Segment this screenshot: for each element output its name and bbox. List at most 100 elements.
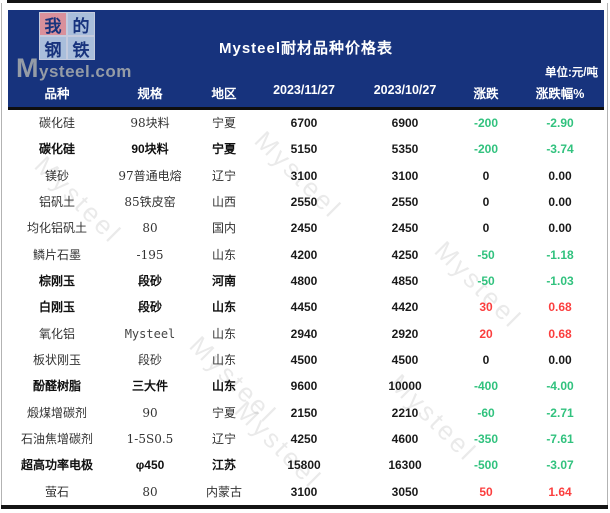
cell-spec: Mysteel: [124, 326, 176, 341]
mysteel-logo: 我的钢铁 Mysteel.com: [16, 13, 132, 84]
logo-site-text: Mysteel.com: [16, 53, 132, 83]
left-border-line: [1, 3, 2, 505]
cell-spec: 段砂: [137, 300, 162, 315]
cell-change: -50: [477, 274, 495, 289]
unit-label: 单位:元/吨: [544, 67, 598, 79]
cell-change: 0: [482, 195, 490, 210]
column-header: 涨跌: [473, 87, 499, 101]
cell-change: 50: [479, 484, 493, 499]
top-border-line: [7, 0, 601, 3]
cell-change: 20: [479, 326, 493, 341]
cell-variety: 板状刚玉: [32, 353, 81, 368]
cell-change-pct: -3.74: [546, 142, 574, 157]
logo-character-tiles: 我的钢铁: [40, 13, 132, 61]
cell-change-pct: -1.03: [546, 274, 574, 289]
cell-price-old: 3050: [391, 484, 419, 499]
cell-spec: 98块料: [130, 116, 170, 131]
cell-change-pct: -4.00: [546, 379, 574, 394]
cell-price-new: 6700: [290, 116, 318, 131]
cell-region: 宁夏: [211, 116, 236, 131]
column-header: 涨跌幅%: [535, 87, 585, 101]
cell-region: 山东: [211, 247, 236, 262]
cell-spec: -195: [136, 247, 164, 262]
table-row: 超高功率电极 φ450 江苏 15800 16300 -500 -3.07: [8, 452, 604, 478]
cell-spec: 三大件: [131, 379, 168, 394]
cell-price-old: 4420: [391, 300, 419, 315]
cell-variety: 酚醛树脂: [32, 379, 81, 394]
cell-variety: 碳化硅: [38, 116, 75, 131]
table-row: 棕刚玉 段砂 河南 4800 4850 -50 -1.03: [8, 268, 604, 294]
cell-variety: 超高功率电极: [20, 458, 93, 473]
bottom-border-line: [1, 505, 608, 509]
table-row: 铝矾土 85铁皮窑 山西 2550 2550 0 0.00: [8, 189, 604, 215]
cell-price-old: 4250: [391, 247, 419, 262]
cell-change-pct: -3.07: [546, 458, 574, 473]
cell-change: -200: [473, 142, 499, 157]
logo-tile: 铁: [68, 37, 94, 61]
cell-spec: 80: [142, 221, 158, 236]
cell-spec: φ450: [135, 458, 165, 473]
cell-spec: 90: [142, 405, 158, 420]
table-row: 酚醛树脂 三大件 山东 9600 10000 -400 -4.00: [8, 373, 604, 399]
cell-region: 江苏: [211, 458, 236, 473]
cell-change: -400: [473, 379, 499, 394]
right-border-line: [607, 3, 608, 505]
cell-variety: 镁砂: [44, 168, 69, 183]
cell-spec: 85铁皮窑: [124, 195, 176, 210]
cell-variety: 石油焦增碳剂: [20, 432, 93, 447]
cell-variety: 均化铝矾土: [26, 221, 87, 236]
cell-price-old: 2920: [391, 326, 419, 341]
table-row: 鳞片石墨 -195 山东 4200 4250 -50 -1.18: [8, 242, 604, 268]
cell-change: -350: [473, 432, 499, 447]
cell-change-pct: 0.00: [548, 221, 572, 236]
cell-variety: 铝矾土: [38, 195, 75, 210]
table-row: 碳化硅 90块料 宁夏 5150 5350 -200 -3.74: [8, 136, 604, 162]
cell-price-new: 5150: [290, 142, 318, 157]
cell-spec: 90块料: [131, 142, 169, 157]
cell-region: 山东: [211, 300, 236, 315]
page-title: Mysteel耐材品种价格表: [218, 40, 394, 57]
logo-tile: 我: [40, 13, 66, 37]
cell-change: -200: [473, 116, 499, 131]
cell-price-old: 5350: [391, 142, 419, 157]
cell-price-new: 9600: [290, 379, 318, 394]
cell-price-new: 2940: [290, 326, 318, 341]
cell-change-pct: -2.90: [546, 116, 574, 131]
cell-spec: 段砂: [137, 274, 162, 289]
cell-price-new: 4200: [290, 247, 318, 262]
cell-price-new: 2150: [290, 405, 318, 420]
cell-price-new: 4250: [290, 432, 318, 447]
cell-price-old: 4600: [391, 432, 419, 447]
cell-spec: 1-5S0.5: [126, 432, 174, 447]
cell-region: 辽宁: [211, 168, 236, 183]
cell-price-old: 3100: [391, 168, 419, 183]
cell-variety: 白刚玉: [38, 300, 75, 315]
cell-region: 山东: [211, 353, 236, 368]
table-header: 我的钢铁 Mysteel.com Mysteel耐材品种价格表 单位:元/吨 品…: [8, 10, 604, 110]
column-header: 地区: [211, 87, 237, 101]
cell-change-pct: 0.68: [548, 300, 572, 315]
cell-price-new: 4500: [290, 353, 318, 368]
table-row: 石油焦增碳剂 1-5S0.5 辽宁 4250 4600 -350 -7.61: [8, 426, 604, 452]
cell-spec: 80: [142, 484, 158, 499]
cell-price-new: 3100: [290, 168, 318, 183]
table-row: 板状刚玉 段砂 山东 4500 4500 0 0.00: [8, 347, 604, 373]
cell-price-old: 2550: [391, 195, 419, 210]
cell-region: 山西: [211, 195, 236, 210]
column-header: 规格: [137, 87, 163, 101]
cell-change: -500: [473, 458, 499, 473]
cell-change: -50: [477, 247, 495, 262]
cell-price-new: 4450: [290, 300, 318, 315]
cell-price-new: 3100: [290, 484, 318, 499]
cell-region: 内蒙古: [205, 484, 242, 499]
cell-change: 0: [482, 168, 490, 183]
cell-region: 山东: [211, 326, 236, 341]
cell-change-pct: -7.61: [546, 432, 574, 447]
cell-price-old: 2210: [391, 405, 419, 420]
cell-change: 0: [482, 353, 490, 368]
cell-price-new: 15800: [287, 458, 321, 473]
logo-tile: 钢: [40, 37, 66, 61]
cell-variety: 鳞片石墨: [32, 247, 81, 262]
cell-price-new: 2450: [290, 221, 318, 236]
